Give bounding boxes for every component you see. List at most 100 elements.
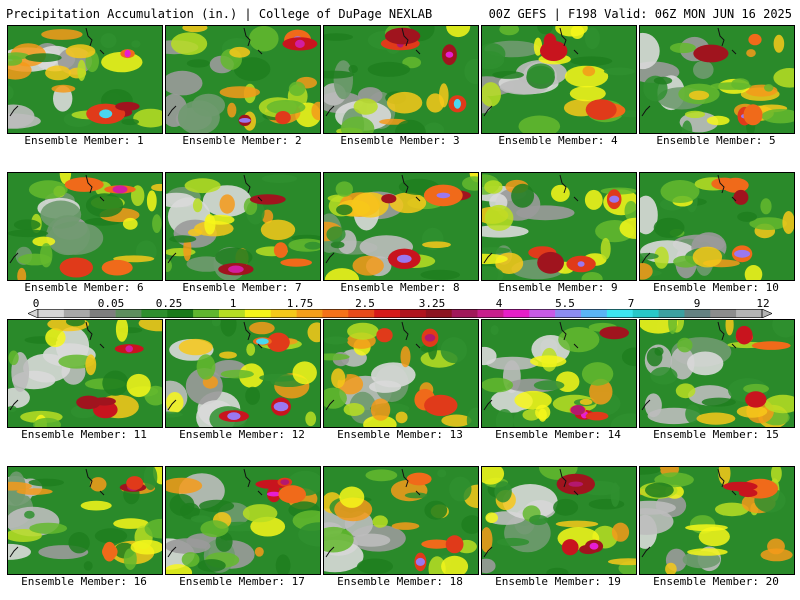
- ensemble-member-label: Ensemble Member: 12: [179, 428, 305, 441]
- colorbar-cell: [477, 309, 504, 318]
- precip-map: [324, 173, 478, 280]
- colorbar-tick-label: 9: [693, 297, 701, 310]
- colorbar-tick-label: 7: [627, 297, 635, 310]
- precip-map: [640, 26, 794, 133]
- precip-map: [166, 26, 320, 133]
- ensemble-member-label: Ensemble Member: 20: [653, 575, 779, 588]
- ensemble-map-20: [639, 466, 795, 575]
- precip-map: [324, 467, 478, 574]
- colorbar-cell: [710, 309, 737, 318]
- colorbar-cell: [270, 309, 297, 318]
- ensemble-map-14: [481, 319, 637, 428]
- precip-map: [8, 173, 162, 280]
- ensemble-member-label: Ensemble Member: 7: [182, 281, 302, 294]
- colorbar-cell: [89, 309, 116, 318]
- ensemble-member-label: Ensemble Member: 19: [495, 575, 621, 588]
- ensemble-member-label: Ensemble Member: 9: [498, 281, 618, 294]
- precip-map: [8, 26, 162, 133]
- ensemble-map-12: [165, 319, 321, 428]
- colorbar-tick-label: 1: [229, 297, 237, 310]
- colorbar-cell: [115, 309, 142, 318]
- run-info: 00Z GEFS | F198 Valid: 06Z MON JUN 16 20…: [488, 7, 792, 21]
- colorbar-cell: [425, 309, 453, 318]
- colorbar-cell: [658, 309, 685, 318]
- ensemble-member-label: Ensemble Member: 1: [24, 134, 144, 147]
- colorbar-cell: [684, 309, 711, 318]
- ensemble-map-10: [639, 172, 795, 281]
- ensemble-map-2: [165, 25, 321, 134]
- colorbar-cell: [219, 309, 246, 318]
- ensemble-map-1: [7, 25, 163, 134]
- colorbar-tick-label: 5.5: [555, 297, 575, 310]
- precip-map: [324, 320, 478, 427]
- precip-map: [482, 320, 636, 427]
- ensemble-map-17: [165, 466, 321, 575]
- colorbar-cell: [38, 309, 65, 318]
- precip-map: [8, 320, 162, 427]
- ensemble-member-label: Ensemble Member: 18: [337, 575, 463, 588]
- colorbar-cell: [141, 309, 168, 318]
- ensemble-member-label: Ensemble Member: 15: [653, 428, 779, 441]
- ensemble-map-7: [165, 172, 321, 281]
- precip-map: [482, 26, 636, 133]
- colorbar-cell: [400, 309, 427, 318]
- colorbar-cell: [374, 309, 401, 318]
- colorbar-cell: [736, 309, 763, 318]
- colorbar-cell: [167, 309, 194, 318]
- colorbar-cell: [632, 309, 659, 318]
- precip-map: [8, 467, 162, 574]
- colorbar-tick-label: 0.25: [155, 297, 183, 310]
- precip-map: [324, 26, 478, 133]
- ensemble-map-8: [323, 172, 479, 281]
- colorbar-cells: [28, 309, 772, 318]
- precip-map: [640, 467, 794, 574]
- colorbar-cell: [451, 309, 478, 318]
- precip-map: [640, 173, 794, 280]
- ensemble-map-6: [7, 172, 163, 281]
- ensemble-map-5: [639, 25, 795, 134]
- ensemble-member-label: Ensemble Member: 11: [21, 428, 147, 441]
- ensemble-member-label: Ensemble Member: 6: [24, 281, 144, 294]
- colorbar-cell: [244, 309, 272, 318]
- colorbar-cell: [606, 309, 634, 318]
- colorbar: [28, 309, 772, 318]
- colorbar-cell: [193, 309, 220, 318]
- ensemble-map-16: [7, 466, 163, 575]
- ensemble-member-label: Ensemble Member: 4: [498, 134, 618, 147]
- colorbar-tick-label: 0: [32, 297, 40, 310]
- ensemble-map-13: [323, 319, 479, 428]
- precip-map: [482, 467, 636, 574]
- map-title: Precipitation Accumulation (in.) | Colle…: [6, 7, 433, 21]
- ensemble-map-4: [481, 25, 637, 134]
- colorbar-tick-label: 4: [495, 297, 503, 310]
- precip-map: [640, 320, 794, 427]
- colorbar-tick-label: 1.75: [286, 297, 314, 310]
- colorbar-tick-label: 2.5: [355, 297, 375, 310]
- ensemble-member-label: Ensemble Member: 10: [653, 281, 779, 294]
- colorbar-tick-label: 0.05: [97, 297, 125, 310]
- colorbar-cell: [322, 309, 349, 318]
- ensemble-map-15: [639, 319, 795, 428]
- ensemble-member-label: Ensemble Member: 13: [337, 428, 463, 441]
- ensemble-map-11: [7, 319, 163, 428]
- colorbar-cell: [296, 309, 323, 318]
- colorbar-cell: [581, 309, 608, 318]
- ensemble-member-label: Ensemble Member: 8: [340, 281, 460, 294]
- ensemble-member-label: Ensemble Member: 5: [656, 134, 776, 147]
- ensemble-map-18: [323, 466, 479, 575]
- precip-map: [166, 173, 320, 280]
- ensemble-map-3: [323, 25, 479, 134]
- colorbar-cell: [529, 309, 556, 318]
- precip-map: [166, 467, 320, 574]
- ensemble-member-label: Ensemble Member: 16: [21, 575, 147, 588]
- colorbar-cell: [503, 309, 530, 318]
- colorbar-max-arrow: [761, 309, 772, 318]
- ensemble-map-19: [481, 466, 637, 575]
- ensemble-member-label: Ensemble Member: 17: [179, 575, 305, 588]
- colorbar-cell: [555, 309, 582, 318]
- colorbar-cell: [63, 309, 91, 318]
- colorbar-cell: [348, 309, 375, 318]
- ensemble-member-label: Ensemble Member: 2: [182, 134, 302, 147]
- precip-map: [482, 173, 636, 280]
- colorbar-tick-label: 12: [756, 297, 770, 310]
